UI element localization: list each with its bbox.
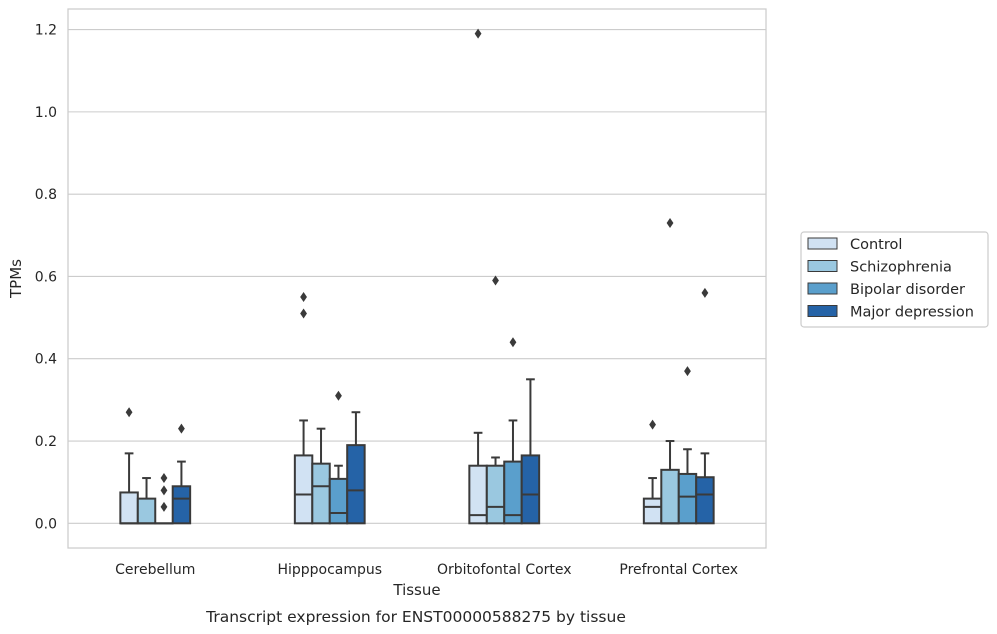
box-body — [311, 462, 331, 525]
outlier-point — [701, 287, 709, 298]
box-major-depression — [520, 378, 541, 525]
y-tick-label: 1.2 — [35, 23, 57, 39]
x-tick-label: Cerebellum — [115, 562, 195, 578]
box-control — [119, 407, 139, 525]
box-major-depression — [171, 423, 192, 525]
box-body — [485, 464, 506, 525]
outlier-point — [125, 407, 133, 418]
outlier-point — [178, 423, 185, 434]
outlier-point — [300, 292, 307, 303]
outlier-point — [160, 501, 168, 512]
legend-label: Bipolar disorder — [850, 282, 965, 298]
box-control — [642, 419, 663, 525]
box-schizophrenia — [311, 427, 331, 525]
legend-frame — [800, 231, 989, 328]
box-body — [503, 460, 523, 525]
box-bipolar-disorder — [154, 473, 174, 525]
box-body — [660, 468, 680, 525]
box-body — [119, 491, 139, 525]
legend-swatch — [807, 260, 838, 272]
x-axis-ticks: Cerebellum Hipppocampus Orbitofontal Corte… — [115, 562, 738, 578]
x-tick-label: Orbitofontal Cortex — [437, 562, 572, 578]
outlier-point — [509, 337, 517, 348]
box-body — [677, 472, 698, 525]
box-body — [520, 454, 541, 525]
x-tick-label: Hipppocampus — [277, 562, 382, 578]
legend-swatch — [807, 282, 838, 295]
box-major-depression — [346, 411, 366, 525]
box-bipolar-disorder — [503, 337, 523, 525]
outlier-point — [492, 275, 499, 286]
y-axis-ticks: 0.0 0.2 0.4 0.6 0.8 1.0 1.2 — [35, 23, 57, 533]
outlier-point — [335, 390, 342, 401]
legend-swatch — [807, 305, 838, 317]
x-axis-label: Tissue — [392, 581, 440, 599]
box-body — [695, 476, 715, 525]
box-body — [642, 497, 663, 525]
box-major-depression — [695, 287, 715, 525]
plot-frame — [67, 8, 767, 549]
box-schizophrenia — [485, 275, 506, 525]
legend-label: Major depression — [850, 305, 974, 321]
outlier-point — [649, 419, 656, 430]
y-tick-label: 0.6 — [35, 269, 57, 285]
outlier-point — [160, 473, 168, 484]
box-body — [293, 454, 314, 525]
box-bipolar-disorder — [677, 366, 698, 525]
y-axis-label: TPMs — [7, 259, 25, 299]
y-tick-label: 0.0 — [35, 516, 57, 532]
box-control — [468, 28, 488, 525]
legend-swatch — [807, 237, 838, 250]
box-control — [293, 292, 314, 525]
outlier-point — [300, 308, 307, 319]
y-tick-label: 0.2 — [35, 434, 57, 450]
box-schizophrenia — [136, 477, 157, 525]
box-body — [328, 477, 349, 525]
box-groups — [119, 28, 715, 525]
legend-label: Schizophrenia — [850, 260, 952, 276]
outlier-point — [160, 485, 168, 496]
legend: Control Schizophrenia Bipolar disorder Majo… — [800, 231, 989, 328]
box-schizophrenia — [660, 217, 680, 525]
outlier-point — [666, 217, 674, 228]
grid-lines — [68, 29, 766, 524]
outlier-point — [474, 28, 482, 39]
box-body — [136, 497, 157, 525]
legend-label: Control — [850, 237, 902, 253]
x-tick-label: Prefrontal Cortex — [619, 562, 738, 578]
box-body — [346, 444, 366, 525]
y-tick-label: 0.4 — [35, 352, 57, 368]
y-tick-label: 0.8 — [35, 187, 57, 203]
y-tick-label: 1.0 — [35, 105, 57, 121]
chart-caption: Transcript expression for ENST0000058827… — [205, 608, 626, 626]
outlier-point — [684, 366, 691, 377]
box-body — [171, 485, 192, 525]
box-bipolar-disorder — [328, 390, 349, 525]
